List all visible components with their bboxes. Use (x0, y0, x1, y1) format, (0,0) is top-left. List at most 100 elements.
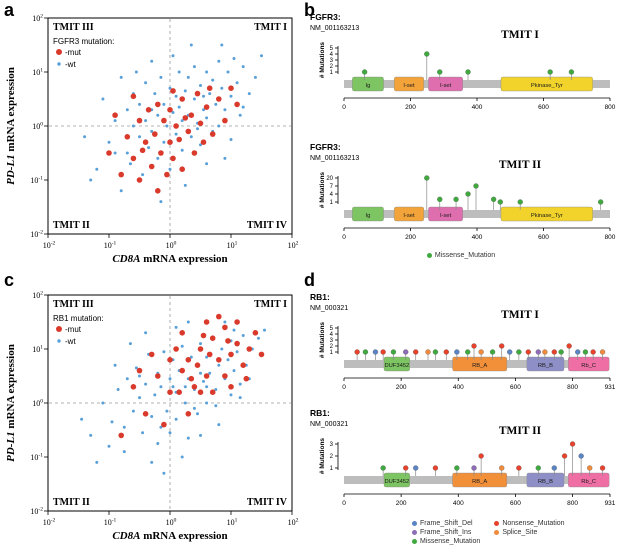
mutation-lollipop (465, 349, 471, 355)
tick-label: 10-2 (30, 230, 43, 240)
x-axis-label: CD8A mRNA expression (112, 530, 227, 542)
mutation-lollipop (517, 199, 523, 205)
data-point (168, 377, 172, 381)
data-point (150, 129, 154, 133)
data-point (260, 54, 263, 58)
mutation-lollipop (525, 349, 531, 355)
quadrant-label: TMIT IV (247, 497, 288, 508)
legend-item-label: Frame_Shift_Ins (420, 529, 472, 536)
domain-label: RB_B (538, 363, 553, 369)
tick-label: 102 (32, 14, 43, 24)
data-point (145, 107, 152, 113)
data-point (122, 450, 126, 454)
legend-item-label: Frame_Shift_Del (420, 520, 473, 527)
data-point (232, 369, 236, 373)
mutation-lollipop (432, 349, 439, 355)
data-point (240, 362, 246, 368)
y-tick-label: 2 (330, 344, 334, 350)
y-axis-label: # Mutations (319, 438, 326, 474)
mutation-lollipop (471, 465, 477, 471)
y-tick-label: 3 (330, 442, 334, 448)
legend-item-label: -wt (65, 60, 76, 69)
data-point (214, 102, 218, 106)
y-axis-label: PD-L1 mRNA expression (5, 344, 17, 462)
mutation-lollipop (516, 465, 522, 471)
data-point (191, 384, 198, 390)
data-point (197, 120, 204, 127)
data-point (199, 433, 202, 437)
data-point (253, 75, 257, 79)
legend-item: Missense_Mutation (412, 538, 480, 545)
legend-item: Splice_Site (494, 529, 564, 536)
mutation-lollipop (425, 349, 431, 355)
scatter-series-wt (83, 43, 263, 204)
data-point (238, 382, 242, 386)
data-point (241, 65, 245, 69)
data-point (180, 148, 184, 152)
data-point (185, 128, 192, 135)
mutation-lollipop (362, 349, 369, 355)
mutation-lollipop (575, 349, 581, 355)
data-point (150, 415, 154, 418)
quadrant-label: TMIT II (53, 220, 90, 231)
data-point (226, 358, 230, 362)
protein-domain (383, 472, 410, 488)
data-point (128, 342, 132, 346)
data-point (228, 351, 234, 358)
data-point (185, 411, 192, 417)
protein-domain (352, 76, 384, 92)
data-point (246, 346, 253, 352)
tick-label: 101 (227, 241, 238, 251)
tick-label: 10-1 (30, 176, 43, 186)
data-point (130, 93, 137, 100)
data-point (214, 388, 218, 391)
data-point (216, 96, 222, 102)
data-point (203, 104, 210, 110)
data-point (257, 336, 260, 340)
data-point (216, 357, 222, 363)
tmit-label: TMIT II (499, 159, 542, 171)
protein-domain (568, 356, 610, 372)
data-point (177, 70, 181, 74)
mutation-lollipop (424, 51, 430, 57)
data-point (176, 389, 182, 395)
legend-item-label: -wt (65, 337, 76, 346)
mutation-lollipop (432, 465, 439, 471)
x-tick-label: 0 (342, 500, 346, 507)
tick-label: 101 (32, 68, 43, 78)
mutation-lollipop (380, 465, 386, 471)
data-point (138, 135, 141, 139)
data-point (167, 107, 173, 113)
data-point (138, 396, 141, 400)
data-point (222, 324, 228, 331)
protein-domain (500, 206, 593, 222)
data-point (263, 328, 266, 332)
data-point (165, 409, 169, 413)
data-point (179, 166, 185, 172)
data-point (222, 373, 228, 379)
mutation-lollipop (558, 349, 564, 355)
mutation-lollipop (507, 349, 513, 355)
y-tick-label: 1 (330, 350, 334, 356)
legend-title: RB1 mutation: (53, 314, 104, 323)
transcript-id: NM_000321 (310, 421, 348, 428)
data-point (168, 167, 172, 171)
panel-a-label: a (4, 0, 15, 20)
protein-domain (568, 472, 610, 488)
mutation-lollipop (437, 69, 443, 75)
mutation-lollipop (535, 465, 541, 471)
x-tick-label: 200 (396, 384, 407, 391)
data-point (150, 460, 154, 464)
data-point (199, 342, 202, 346)
data-point (241, 334, 245, 337)
legend-dot (494, 530, 500, 535)
data-point (174, 132, 178, 136)
data-point (258, 351, 265, 358)
data-point (130, 384, 137, 390)
data-point (188, 375, 195, 382)
data-point (229, 138, 233, 141)
y-tick-label: 4 (330, 192, 334, 198)
data-point (223, 156, 227, 160)
